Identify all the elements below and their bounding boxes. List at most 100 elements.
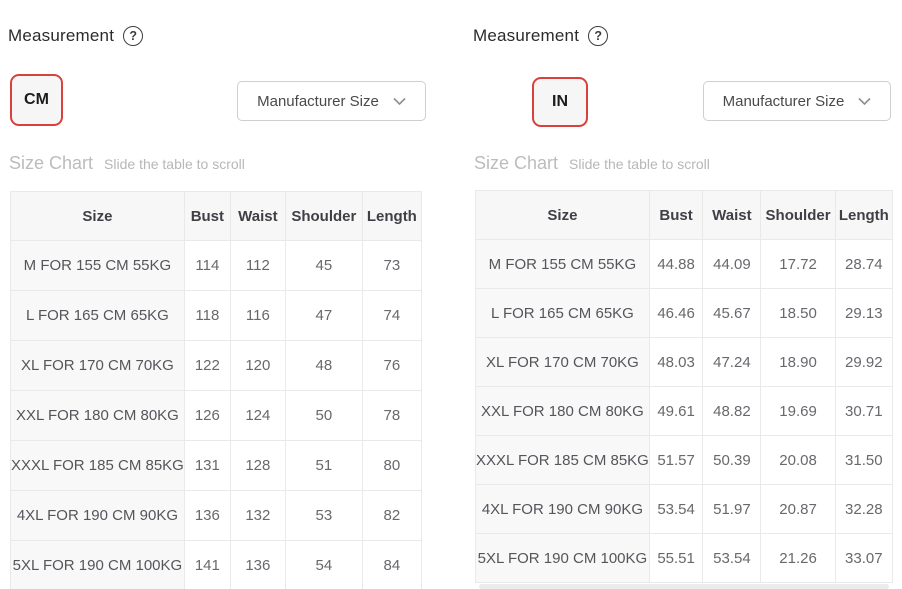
help-icon[interactable]: ? bbox=[588, 26, 609, 46]
length-value: 31.50 bbox=[834, 435, 894, 485]
length-value: 73 bbox=[361, 240, 422, 291]
shoulder-value: 53 bbox=[284, 490, 363, 541]
chevron-down-icon bbox=[393, 97, 406, 106]
bust-value: 55.51 bbox=[648, 533, 704, 583]
waist-value: 124 bbox=[229, 390, 286, 441]
shoulder-value: 45 bbox=[284, 240, 363, 291]
panel-cm: Measurement ? CM Manufacturer Size Size … bbox=[8, 0, 426, 589]
horizontal-scrollbar[interactable] bbox=[479, 584, 889, 589]
waist-value: 132 bbox=[229, 490, 286, 541]
bust-value: 53.54 bbox=[648, 484, 704, 534]
shoulder-value: 18.90 bbox=[760, 337, 836, 387]
col-header-length: Length bbox=[834, 190, 894, 240]
waist-value: 51.97 bbox=[702, 484, 762, 534]
length-value: 76 bbox=[361, 340, 422, 391]
col-header-waist: Waist bbox=[702, 190, 762, 240]
size-table-scroll-area[interactable]: Size Bust Waist Shoulder Length M FOR 15… bbox=[10, 191, 422, 589]
shoulder-value: 48 bbox=[284, 340, 363, 391]
length-value: 78 bbox=[361, 390, 422, 441]
size-table-scroll-area[interactable]: Size Bust Waist Shoulder Length M FOR 15… bbox=[475, 190, 894, 583]
shoulder-value: 47 bbox=[284, 290, 363, 341]
size-chart-title: Size Chart bbox=[9, 153, 94, 173]
unit-in-button[interactable]: IN bbox=[532, 77, 588, 127]
table-row: M FOR 155 CM 55KG 114 112 45 73 bbox=[10, 240, 422, 291]
table-row: 5XL FOR 190 CM 100KG 55.51 53.54 21.26 3… bbox=[475, 533, 894, 583]
size-label: L FOR 165 CM 65KG bbox=[10, 290, 185, 341]
table-row: 4XL FOR 190 CM 90KG 136 132 53 82 bbox=[10, 490, 422, 541]
size-label: 5XL FOR 190 CM 100KG bbox=[10, 540, 185, 589]
length-value: 82 bbox=[361, 490, 422, 541]
table-row: L FOR 165 CM 65KG 118 116 47 74 bbox=[10, 290, 422, 341]
shoulder-value: 20.87 bbox=[760, 484, 836, 534]
bust-value: 118 bbox=[183, 290, 231, 341]
length-value: 32.28 bbox=[834, 484, 894, 534]
bust-value: 49.61 bbox=[648, 386, 704, 436]
panel-in: Measurement ? IN Manufacturer Size Size … bbox=[473, 0, 894, 589]
size-label: XXXL FOR 185 CM 85KG bbox=[475, 435, 650, 485]
table-header-row: Size Bust Waist Shoulder Length bbox=[10, 191, 422, 241]
length-value: 84 bbox=[361, 540, 422, 589]
col-header-length: Length bbox=[361, 191, 422, 241]
size-label: XXL FOR 180 CM 80KG bbox=[10, 390, 185, 441]
measurement-header: Measurement ? bbox=[8, 26, 144, 46]
size-label: L FOR 165 CM 65KG bbox=[475, 288, 650, 338]
shoulder-value: 20.08 bbox=[760, 435, 836, 485]
col-header-size: Size bbox=[10, 191, 185, 241]
size-table-cm: Size Bust Waist Shoulder Length M FOR 15… bbox=[10, 191, 422, 589]
table-row: XL FOR 170 CM 70KG 48.03 47.24 18.90 29.… bbox=[475, 337, 894, 387]
unit-cm-button[interactable]: CM bbox=[10, 74, 63, 126]
measurement-header: Measurement ? bbox=[473, 26, 609, 46]
table-row: M FOR 155 CM 55KG 44.88 44.09 17.72 28.7… bbox=[475, 239, 894, 289]
manufacturer-size-dropdown[interactable]: Manufacturer Size bbox=[237, 81, 426, 121]
col-header-waist: Waist bbox=[229, 191, 286, 241]
waist-value: 48.82 bbox=[702, 386, 762, 436]
length-value: 29.13 bbox=[834, 288, 894, 338]
col-header-bust: Bust bbox=[648, 190, 704, 240]
table-row: XXXL FOR 185 CM 85KG 51.57 50.39 20.08 3… bbox=[475, 435, 894, 485]
length-value: 28.74 bbox=[834, 239, 894, 289]
shoulder-value: 54 bbox=[284, 540, 363, 589]
table-row: XXL FOR 180 CM 80KG 126 124 50 78 bbox=[10, 390, 422, 441]
bust-value: 114 bbox=[183, 240, 231, 291]
bust-value: 122 bbox=[183, 340, 231, 391]
waist-value: 120 bbox=[229, 340, 286, 391]
col-header-shoulder: Shoulder bbox=[760, 190, 836, 240]
waist-value: 50.39 bbox=[702, 435, 762, 485]
bust-value: 131 bbox=[183, 440, 231, 491]
bust-value: 48.03 bbox=[648, 337, 704, 387]
shoulder-value: 17.72 bbox=[760, 239, 836, 289]
bust-value: 136 bbox=[183, 490, 231, 541]
shoulder-value: 50 bbox=[284, 390, 363, 441]
dropdown-selected-label: Manufacturer Size bbox=[722, 92, 845, 110]
manufacturer-size-dropdown[interactable]: Manufacturer Size bbox=[703, 81, 891, 121]
size-chart-title: Size Chart bbox=[474, 153, 559, 173]
shoulder-value: 21.26 bbox=[760, 533, 836, 583]
size-label: 4XL FOR 190 CM 90KG bbox=[10, 490, 185, 541]
size-label: 4XL FOR 190 CM 90KG bbox=[475, 484, 650, 534]
waist-value: 116 bbox=[229, 290, 286, 341]
size-chart-header: Size Chart Slide the table to scroll bbox=[9, 153, 245, 174]
bust-value: 44.88 bbox=[648, 239, 704, 289]
table-row: XL FOR 170 CM 70KG 122 120 48 76 bbox=[10, 340, 422, 391]
size-label: XXL FOR 180 CM 80KG bbox=[475, 386, 650, 436]
bust-value: 51.57 bbox=[648, 435, 704, 485]
col-header-size: Size bbox=[475, 190, 650, 240]
dropdown-selected-label: Manufacturer Size bbox=[257, 92, 379, 110]
chevron-down-icon bbox=[858, 97, 871, 106]
table-row: XXXL FOR 185 CM 85KG 131 128 51 80 bbox=[10, 440, 422, 491]
table-row: XXL FOR 180 CM 80KG 49.61 48.82 19.69 30… bbox=[475, 386, 894, 436]
shoulder-value: 18.50 bbox=[760, 288, 836, 338]
size-label: XL FOR 170 CM 70KG bbox=[10, 340, 185, 391]
bust-value: 141 bbox=[183, 540, 231, 589]
waist-value: 53.54 bbox=[702, 533, 762, 583]
waist-value: 136 bbox=[229, 540, 286, 589]
measurement-title: Measurement bbox=[8, 26, 115, 45]
help-icon[interactable]: ? bbox=[123, 26, 144, 46]
size-chart-header: Size Chart Slide the table to scroll bbox=[474, 153, 710, 174]
size-chart-hint: Slide the table to scroll bbox=[104, 156, 245, 172]
table-header-row: Size Bust Waist Shoulder Length bbox=[475, 190, 894, 240]
size-label: M FOR 155 CM 55KG bbox=[475, 239, 650, 289]
size-label: 5XL FOR 190 CM 100KG bbox=[475, 533, 650, 583]
table-row: L FOR 165 CM 65KG 46.46 45.67 18.50 29.1… bbox=[475, 288, 894, 338]
